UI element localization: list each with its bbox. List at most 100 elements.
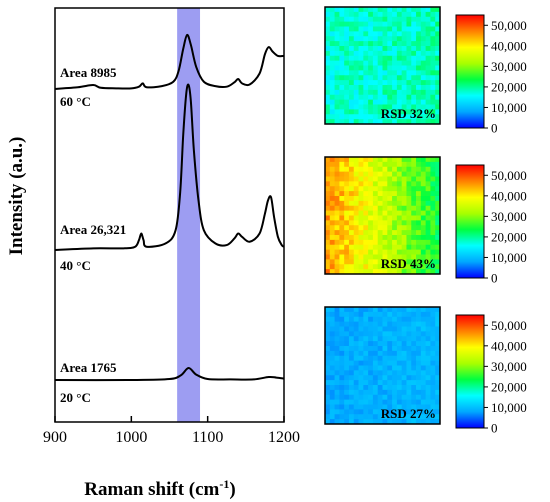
heatmap-cell [387, 249, 393, 255]
heatmap-cell [334, 104, 340, 110]
heatmap-cell [430, 355, 436, 362]
heatmap-cell [382, 21, 388, 27]
heatmap-cell [344, 11, 350, 18]
heatmap-cell [339, 225, 345, 231]
heatmap-cell [339, 70, 345, 76]
heatmap-cell [387, 365, 393, 371]
heatmap-cell [334, 85, 340, 91]
heatmap-cell [396, 50, 403, 57]
heatmap-cell [387, 36, 393, 42]
heatmap-cell [430, 166, 436, 173]
heatmap-cell [382, 70, 388, 76]
heatmap-cell [377, 114, 383, 120]
heatmap-cell [396, 210, 403, 216]
heatmap-cell [339, 331, 345, 337]
heatmap-cell [382, 75, 388, 81]
heatmap-cell [401, 114, 407, 120]
heatmap-cell [358, 321, 364, 327]
heatmap-cell [392, 31, 398, 37]
heatmap-cell [329, 326, 335, 332]
heatmap-cell [358, 60, 364, 66]
heatmap-cell [387, 7, 393, 13]
heatmap-cell [392, 259, 398, 265]
heatmap-cell [387, 321, 393, 327]
heatmap-column: RSD 32%RSD 43%RSD 27% [324, 6, 441, 425]
heatmap-cell [430, 171, 436, 177]
heatmap-cell [392, 409, 398, 415]
heatmap-cell [420, 7, 427, 13]
heatmap-cell [329, 225, 335, 231]
heatmap-cell [401, 365, 407, 371]
heatmap-cell [435, 200, 441, 207]
heatmap-cell [372, 399, 379, 405]
heatmap-cell [382, 259, 388, 265]
heatmap-cell [329, 55, 335, 62]
heatmap-cell [358, 16, 364, 23]
heatmap-cell [325, 346, 331, 352]
heatmap-cell [339, 316, 345, 323]
heatmap-cell [363, 85, 369, 91]
heatmap-cell [358, 7, 364, 13]
heatmap-cell [325, 370, 331, 376]
heatmap-cell [363, 65, 369, 71]
heatmap-cell [387, 157, 393, 163]
heatmap-cell [348, 307, 355, 313]
heatmap-cell [430, 186, 436, 192]
heatmap-cell [430, 31, 436, 37]
heatmap-cell [363, 326, 369, 332]
heatmap-cell [329, 316, 335, 323]
heatmap-cell [334, 385, 340, 391]
heatmap-cell [377, 104, 383, 110]
heatmap-cell [382, 311, 388, 318]
heatmap-cell [392, 220, 398, 226]
plot-frame [54, 7, 285, 423]
heatmap-cell [372, 321, 379, 327]
heatmap-cell [348, 186, 355, 192]
heatmap-cell [406, 26, 412, 32]
colorbar-tick-label: 40,000 [491, 188, 527, 203]
heatmap-cell [334, 365, 340, 371]
heatmap-cell [334, 375, 340, 381]
heatmap-cell [387, 311, 393, 318]
heatmap-cell [435, 114, 441, 120]
heatmap-cell [325, 230, 331, 236]
heatmap-cell [382, 196, 388, 202]
heatmap-cell [416, 264, 422, 270]
heatmap-cell [435, 409, 441, 415]
heatmap-cell [382, 191, 388, 197]
heatmap-cell [392, 55, 398, 62]
heatmap-cell [387, 394, 393, 401]
heatmap-cell [372, 350, 379, 357]
heatmap-cell [387, 104, 393, 110]
heatmap-cell [329, 80, 335, 86]
heatmap-cell [368, 94, 374, 101]
heatmap-cell [377, 321, 383, 327]
heatmap-cell [358, 85, 364, 91]
heatmap-cell [430, 380, 436, 386]
heatmap-cell [411, 171, 417, 177]
heatmap-cell [401, 326, 407, 332]
heatmap-cell [401, 94, 407, 101]
heatmap-cell [396, 99, 403, 105]
heatmap-cell [368, 346, 374, 352]
heatmap-cell [392, 26, 398, 32]
heatmap-cell [377, 196, 383, 202]
heatmap-cell [344, 109, 350, 115]
heatmap-cell [353, 41, 359, 47]
heatmap-cell [358, 191, 364, 197]
heatmap-cell [396, 249, 403, 255]
heatmap-cell [348, 166, 355, 173]
colorbar-tick-label: 50,000 [491, 168, 527, 183]
x-axis-label-end: ) [229, 479, 235, 500]
heatmap-cell [368, 394, 374, 401]
heatmap-cell [430, 346, 436, 352]
heatmap-cell [334, 215, 340, 221]
heatmap-cell [368, 331, 374, 337]
heatmap-cell [382, 336, 388, 342]
heatmap-cell [425, 200, 431, 207]
heatmap-cell [358, 360, 364, 366]
colorbar-gradient [455, 314, 485, 429]
heatmap-cell [382, 385, 388, 391]
heatmap-cell [392, 157, 398, 163]
heatmap-cell [435, 85, 441, 91]
